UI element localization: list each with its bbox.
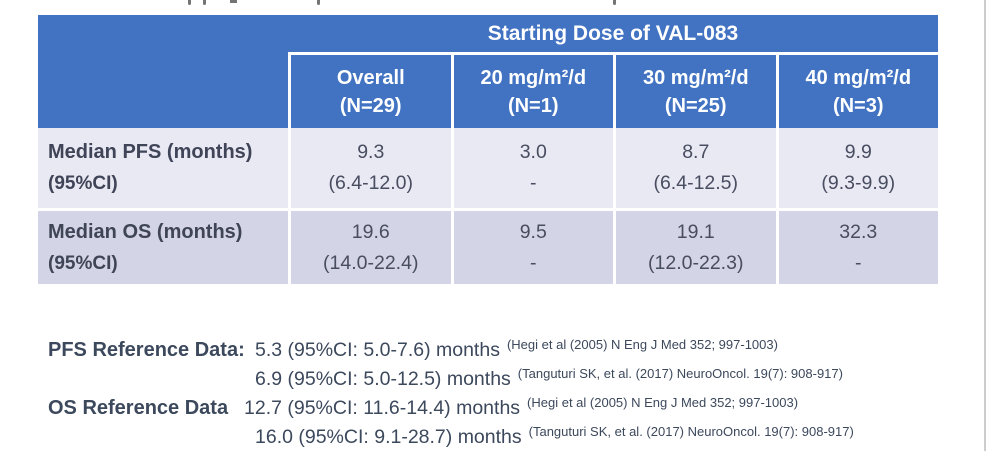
cropped-text-remnant (188, 0, 191, 5)
cropped-text-remnant (613, 0, 616, 5)
table-corner-cell (38, 15, 288, 128)
reference-value: 6.9 (95%CI: 5.0-12.5) months (255, 368, 511, 390)
column-header-line1: 40 mg/m²/d (805, 66, 912, 89)
cell-value: 9.9 (844, 141, 872, 163)
row-label-os: Median OS (months) (95%CI) (38, 211, 288, 284)
column-header-line2: (N=3) (832, 94, 884, 117)
cell-ci: - (855, 251, 862, 274)
column-header-line1: 20 mg/m²/d (480, 66, 587, 89)
os-30mg-cell: 19.1 (12.0-22.3) (616, 211, 776, 284)
reference-citation: (Tanguturi SK, et al. (2017) NeuroOncol.… (517, 366, 843, 381)
right-edge-divider (984, 0, 986, 451)
cell-value: 19.1 (676, 220, 715, 243)
reference-section: PFS Reference Data: 5.3 (95%CI: 5.0-7.6)… (48, 336, 854, 451)
cropped-text-remnant (230, 0, 237, 3)
row-label-pfs: Median PFS (months) (95%CI) (38, 128, 288, 208)
column-header-line1: Overall (336, 66, 405, 89)
cell-ci: (14.0-22.4) (323, 251, 419, 274)
pfs-20mg-cell: 3.0 - (453, 128, 613, 208)
table-header-right: Starting Dose of VAL-083 Overall (N=29) … (288, 15, 938, 128)
reference-value: 12.7 (95%CI: 11.6-14.4) months (244, 397, 521, 419)
reference-value: 5.3 (95%CI: 5.0-7.6) months (255, 339, 500, 361)
os-reference-line-2: 16.0 (95%CI: 9.1-28.7) months (Tanguturi… (48, 423, 854, 451)
span-header-underline (288, 52, 938, 55)
column-header-30mg: 30 mg/m²/d (N=25) (616, 55, 776, 128)
row-label-line2: (95%CI) (48, 173, 118, 194)
cell-ci: (9.3-9.9) (821, 172, 896, 194)
cell-value: 19.6 (351, 220, 390, 243)
column-header-line2: (N=29) (339, 94, 402, 117)
cell-value: 9.3 (357, 141, 385, 163)
os-40mg-cell: 32.3 - (778, 211, 938, 284)
column-header-40mg: 40 mg/m²/d (N=3) (778, 55, 938, 128)
pfs-reference-line-1: PFS Reference Data: 5.3 (95%CI: 5.0-7.6)… (48, 336, 854, 365)
row-label-line1: Median PFS (months) (48, 141, 253, 163)
cell-value: 32.3 (839, 220, 878, 243)
cell-value: 8.7 (682, 141, 710, 163)
column-header-line2: (N=25) (664, 94, 727, 117)
cell-value: 9.5 (519, 220, 547, 243)
column-headers: Overall (N=29) 20 mg/m²/d (N=1) 30 mg/m²… (288, 55, 938, 128)
reference-citation: (Hegi et al (2005) N Eng J Med 352; 997-… (506, 337, 778, 352)
span-header: Starting Dose of VAL-083 (288, 15, 938, 52)
os-overall-cell: 19.6 (14.0-22.4) (291, 211, 451, 284)
cropped-text-remnant (203, 0, 206, 5)
pfs-reference-line-2: 6.9 (95%CI: 5.0-12.5) months (Tanguturi … (48, 365, 854, 394)
pfs-30mg-cell: 8.7 (6.4-12.5) (616, 128, 776, 208)
os-reference-line-1: OS Reference Data 12.7 (95%CI: 11.6-14.4… (48, 394, 854, 423)
reference-citation: (Hegi et al (2005) N Eng J Med 352; 997-… (527, 395, 799, 410)
cropped-text-remnant (317, 0, 320, 5)
row-label-line1: Median OS (months) (48, 220, 243, 243)
dose-results-table: Starting Dose of VAL-083 Overall (N=29) … (38, 15, 938, 284)
cell-ci: (12.0-22.3) (648, 251, 744, 274)
cell-ci: - (530, 251, 537, 274)
reference-label: PFS Reference Data: (48, 339, 245, 361)
os-20mg-cell: 9.5 - (453, 211, 613, 284)
reference-citation: (Tanguturi SK, et al. (2017) NeuroOncol.… (528, 424, 854, 439)
reference-value: 16.0 (95%CI: 9.1-28.7) months (255, 426, 522, 448)
table-body: Median PFS (months) (95%CI) 9.3 (6.4-12.… (38, 128, 938, 284)
table-header: Starting Dose of VAL-083 Overall (N=29) … (38, 15, 938, 128)
cell-ci: (6.4-12.0) (328, 172, 414, 194)
pfs-40mg-cell: 9.9 (9.3-9.9) (778, 128, 938, 208)
cell-ci: (6.4-12.5) (653, 172, 739, 194)
reference-label: OS Reference Data (48, 397, 229, 419)
row-label-line2: (95%CI) (48, 252, 118, 274)
column-header-20mg: 20 mg/m²/d (N=1) (453, 55, 613, 128)
cell-ci: - (530, 172, 537, 194)
cell-value: 3.0 (519, 141, 547, 163)
pfs-overall-cell: 9.3 (6.4-12.0) (291, 128, 451, 208)
column-header-overall: Overall (N=29) (291, 55, 451, 128)
column-header-line2: (N=1) (507, 94, 559, 117)
column-header-line1: 30 mg/m²/d (642, 66, 749, 89)
